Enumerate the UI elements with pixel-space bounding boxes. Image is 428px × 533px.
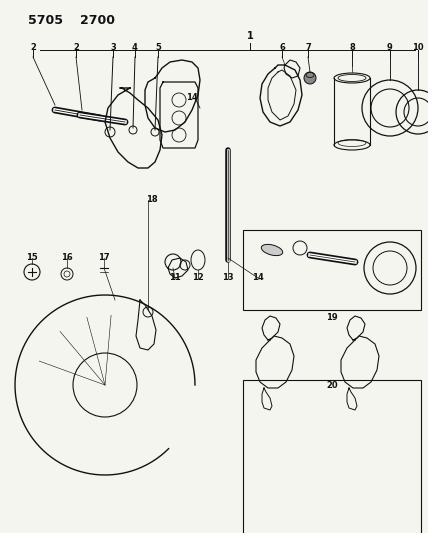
Text: 2: 2: [73, 43, 79, 52]
Text: 16: 16: [61, 254, 73, 262]
Text: 13: 13: [222, 273, 234, 282]
Text: 17: 17: [98, 254, 110, 262]
Text: 14: 14: [252, 273, 264, 282]
Text: 2700: 2700: [80, 14, 115, 27]
Text: 5705: 5705: [28, 14, 63, 27]
Circle shape: [304, 72, 316, 84]
Text: 15: 15: [26, 254, 38, 262]
Text: 10: 10: [412, 43, 424, 52]
Text: 9: 9: [387, 43, 393, 52]
Text: 8: 8: [349, 43, 355, 52]
Bar: [243, 380, 421, 533]
Text: 2: 2: [30, 43, 36, 52]
Text: 3: 3: [110, 43, 116, 52]
Text: 4: 4: [132, 43, 138, 52]
Text: 6: 6: [279, 43, 285, 52]
Text: 20: 20: [326, 381, 338, 390]
Text: 1: 1: [247, 31, 253, 41]
Text: 11: 11: [169, 273, 181, 282]
Text: 12: 12: [192, 273, 204, 282]
Ellipse shape: [262, 245, 283, 256]
Text: 5: 5: [155, 43, 161, 52]
Text: 18: 18: [146, 196, 158, 205]
Text: 14: 14: [186, 93, 198, 102]
Bar: [243, 230, 421, 310]
Text: 7: 7: [305, 43, 311, 52]
Text: 19: 19: [326, 313, 338, 322]
